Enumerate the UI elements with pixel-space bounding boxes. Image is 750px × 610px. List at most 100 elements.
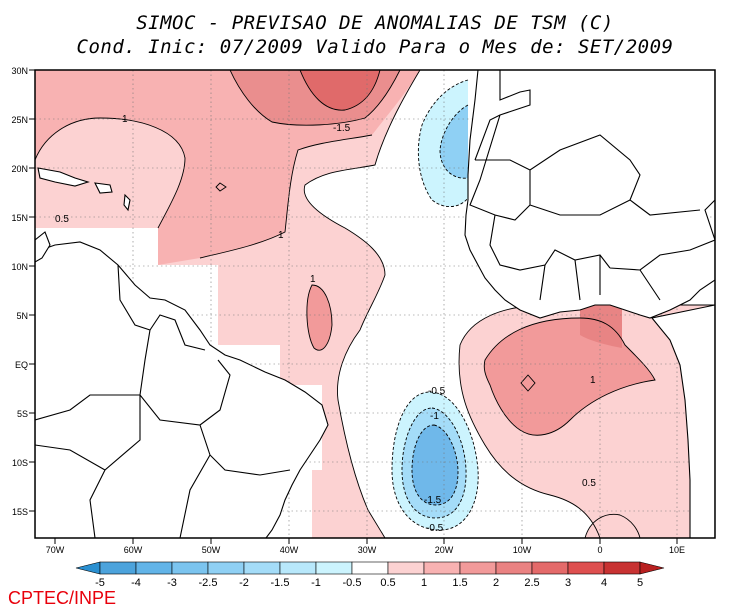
colorbar-segment: [279, 561, 317, 575]
colorbar-label: 1: [421, 577, 427, 589]
land-africa: [464, 70, 715, 319]
contour-guinea-1: [483, 317, 656, 436]
contour-1-north: [35, 117, 186, 229]
colorbar-label: 2.5: [524, 577, 539, 589]
colorbar-label: -2.5: [199, 577, 218, 589]
lat-label: 10S: [12, 458, 28, 468]
latitude-labels: 30N 25N 20N 15N 10N 5N EQ 5S 10S 15S: [11, 66, 28, 517]
lat-label: 5N: [16, 311, 28, 321]
colorbar-segment: [423, 561, 461, 575]
contour-label: 0.5: [55, 214, 69, 225]
land-island-1: [37, 167, 90, 187]
contour-lines: [35, 70, 715, 538]
colorbar-label: -1: [311, 577, 321, 589]
lat-label: 10N: [11, 262, 28, 272]
anomaly-area-neg-south-2: [412, 425, 458, 505]
colorbar-segment: [603, 561, 641, 575]
contour-1.5: [229, 70, 401, 126]
contour-south-0.5: [584, 513, 641, 538]
lon-label: 40W: [280, 545, 299, 555]
contour-label: 0.5: [582, 478, 596, 489]
colorbar-label: -5: [95, 577, 105, 589]
colorbar-segment: [531, 561, 569, 575]
contour-label: -0.5: [428, 386, 446, 397]
contour-2: [299, 70, 381, 111]
anomaly-area-south: [585, 514, 640, 538]
credit-text: CPTEC/INPE: [8, 588, 117, 608]
contour-guinea-diamond: [520, 374, 536, 392]
contour-neg-coast: [417, 79, 469, 207]
lon-label: 20W: [435, 545, 454, 555]
lat-label: 15N: [11, 213, 28, 223]
lon-label: 50W: [202, 545, 221, 555]
lon-label: 10W: [513, 545, 532, 555]
colorbar-segment: [387, 561, 425, 575]
colorbar-label: 3: [565, 577, 571, 589]
lat-label: EQ: [15, 360, 28, 370]
colorbar-label: 2: [493, 577, 499, 589]
lon-label: 10E: [669, 545, 685, 555]
colorbar-segment: [171, 561, 209, 575]
contour-guinea-0.5: [458, 304, 715, 538]
contour-label: 1: [278, 230, 284, 241]
lat-label: 15S: [12, 507, 28, 517]
longitude-labels: 70W 60W 50W 40W 30W 20W 10W 0 10E: [46, 545, 685, 555]
lat-label: 30N: [11, 66, 28, 76]
land-island-2: [94, 182, 113, 194]
colorbar-label: -1.5: [271, 577, 290, 589]
lat-label: 5S: [17, 409, 28, 419]
land-masses: [35, 70, 715, 538]
contour-neg-south-1.5: [411, 424, 459, 506]
colorbar-segment: [207, 561, 245, 575]
contour-label: -1.5: [333, 123, 351, 134]
colorbar: -5 -4 -3 -2.5 -2 -1.5 -1 -0.5 0.5 1 1.5 2 2.5 3 4 5: [75, 561, 665, 589]
land-island-3: [123, 193, 131, 212]
colorbar-segment: [459, 561, 497, 575]
colorbar-segment: [243, 561, 281, 575]
lon-label: 30W: [358, 545, 377, 555]
colorbar-segment: [315, 561, 353, 575]
colorbar-label: -4: [131, 577, 141, 589]
border-africa: [469, 70, 715, 301]
lon-label: 0: [597, 545, 602, 555]
border-sa-1: [35, 264, 291, 538]
contour-0.5-north: [303, 70, 421, 538]
lat-label: 20N: [11, 164, 28, 174]
contour-label-group: 1 -1.5 1 0.5 1 1 -0.5 -1 -1.5 -0.5 0.5: [55, 114, 596, 534]
contour-label: -1.5: [424, 495, 442, 506]
plot-frame: [34, 69, 716, 539]
negative-contour-lines: [391, 79, 479, 531]
contour-blob: [306, 284, 333, 351]
lat-label: 25N: [11, 115, 28, 125]
map-title-line2: Cond. Inic: 07/2009 Valido Para o Mes de…: [76, 36, 674, 58]
land-south-america: [35, 241, 329, 538]
colorbar-segment: [99, 561, 137, 575]
colorbar-segment: [567, 561, 605, 575]
contour-neg-coast-1: [439, 104, 469, 179]
contour-label: -1: [430, 411, 439, 422]
colorbar-segment: [135, 561, 173, 575]
lon-label: 70W: [46, 545, 65, 555]
colorbar-segment: [351, 561, 389, 575]
colorbar-label: -3: [167, 577, 177, 589]
colorbar-label: 1.5: [452, 577, 467, 589]
contour-small-diamond: [215, 182, 227, 192]
colorbar-label: -0.5: [343, 577, 362, 589]
land-africa-south: [650, 304, 715, 538]
colorbar-label: -2: [239, 577, 249, 589]
colorbar-label: 4: [601, 577, 607, 589]
colorbar-label: 0.5: [380, 577, 395, 589]
lon-label: 60W: [124, 545, 143, 555]
contour-label: 1: [122, 114, 128, 125]
contour-neg-south-1: [401, 407, 467, 519]
contour-1-mid: [199, 134, 373, 259]
anomaly-area-guinea-1: [484, 318, 655, 436]
contour-label: 1: [310, 274, 316, 285]
tick-marks: [29, 69, 678, 544]
colorbar-segment: [495, 561, 533, 575]
contour-label: 1: [590, 375, 596, 386]
anomaly-area-neg-coast-1: [440, 105, 468, 179]
anomaly-area-2: [300, 70, 380, 111]
land-central-america: [35, 231, 51, 263]
